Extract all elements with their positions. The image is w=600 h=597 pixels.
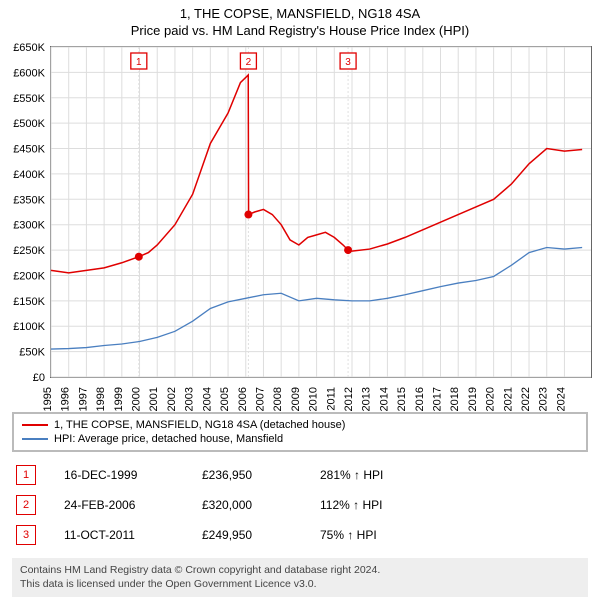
legend-swatch [22,424,48,426]
svg-text:£100K: £100K [13,321,45,333]
svg-text:3: 3 [345,57,351,68]
svg-text:£500K: £500K [13,118,45,130]
legend-item: HPI: Average price, detached house, Mans… [22,432,578,446]
sale-pct: 281% ↑ HPI [320,468,383,482]
svg-text:2010: 2010 [308,387,320,411]
sale-price: £236,950 [202,468,292,482]
svg-text:2008: 2008 [272,387,284,411]
sale-pct: 75% ↑ HPI [320,528,377,542]
sale-price: £249,950 [202,528,292,542]
sale-marker-box: 2 [16,495,36,515]
svg-text:£600K: £600K [13,67,45,79]
svg-text:2017: 2017 [432,387,444,411]
svg-text:2018: 2018 [449,387,461,411]
svg-text:£50K: £50K [19,347,45,359]
svg-text:2001: 2001 [148,387,160,411]
svg-text:£150K: £150K [13,296,45,308]
legend-label: HPI: Average price, detached house, Mans… [54,433,283,445]
sale-date: 24-FEB-2006 [64,498,174,512]
svg-text:2: 2 [246,57,252,68]
legend-item: 1, THE COPSE, MANSFIELD, NG18 4SA (detac… [22,418,578,432]
svg-text:1996: 1996 [60,387,72,411]
svg-text:£650K: £650K [13,42,45,54]
sale-date: 16-DEC-1999 [64,468,174,482]
svg-text:1997: 1997 [77,387,89,411]
legend-box: 1, THE COPSE, MANSFIELD, NG18 4SA (detac… [12,412,588,452]
svg-text:1995: 1995 [42,387,54,411]
chart-title-line1: 1, THE COPSE, MANSFIELD, NG18 4SA [0,0,600,21]
sales-table: 1 16-DEC-1999 £236,950 281% ↑ HPI 2 24-F… [12,460,588,550]
svg-text:1999: 1999 [113,387,125,411]
svg-text:2021: 2021 [502,387,514,411]
chart-title-line2: Price paid vs. HM Land Registry's House … [0,21,600,38]
svg-text:1: 1 [136,57,142,68]
sale-row: 2 24-FEB-2006 £320,000 112% ↑ HPI [12,490,588,520]
svg-text:2024: 2024 [555,387,567,411]
footer-attribution: Contains HM Land Registry data © Crown c… [12,558,588,597]
svg-text:2013: 2013 [361,387,373,411]
svg-text:£400K: £400K [13,169,45,181]
svg-text:2005: 2005 [219,387,231,411]
sale-date: 11-OCT-2011 [64,528,174,542]
svg-text:2012: 2012 [343,387,355,411]
svg-text:2006: 2006 [237,387,249,411]
svg-text:£450K: £450K [13,144,45,156]
legend-swatch [22,438,48,440]
legend-label: 1, THE COPSE, MANSFIELD, NG18 4SA (detac… [54,419,345,431]
sale-marker-box: 1 [16,465,36,485]
chart-plot: £0£50K£100K£150K£200K£250K£300K£350K£400… [50,46,592,378]
svg-text:2015: 2015 [396,387,408,411]
svg-text:2020: 2020 [485,387,497,411]
svg-text:2014: 2014 [378,387,390,411]
svg-text:£250K: £250K [13,245,45,257]
footer-line: This data is licensed under the Open Gov… [20,578,580,592]
svg-text:2016: 2016 [414,387,426,411]
svg-text:£0: £0 [33,372,45,384]
svg-text:2007: 2007 [254,387,266,411]
svg-text:£550K: £550K [13,93,45,105]
svg-text:£200K: £200K [13,270,45,282]
svg-text:£350K: £350K [13,194,45,206]
svg-text:£300K: £300K [13,220,45,232]
sale-pct: 112% ↑ HPI [320,498,382,512]
svg-text:2011: 2011 [325,387,337,411]
svg-text:2004: 2004 [201,387,213,411]
sale-marker-box: 3 [16,525,36,545]
sale-price: £320,000 [202,498,292,512]
sale-row: 3 11-OCT-2011 £249,950 75% ↑ HPI [12,520,588,550]
svg-text:2009: 2009 [290,387,302,411]
svg-text:2019: 2019 [467,387,479,411]
svg-text:2000: 2000 [131,387,143,411]
sale-row: 1 16-DEC-1999 £236,950 281% ↑ HPI [12,460,588,490]
svg-text:2022: 2022 [520,387,532,411]
svg-text:2023: 2023 [538,387,550,411]
svg-text:1998: 1998 [95,387,107,411]
svg-text:2003: 2003 [184,387,196,411]
svg-text:2002: 2002 [166,387,178,411]
footer-line: Contains HM Land Registry data © Crown c… [20,564,580,578]
